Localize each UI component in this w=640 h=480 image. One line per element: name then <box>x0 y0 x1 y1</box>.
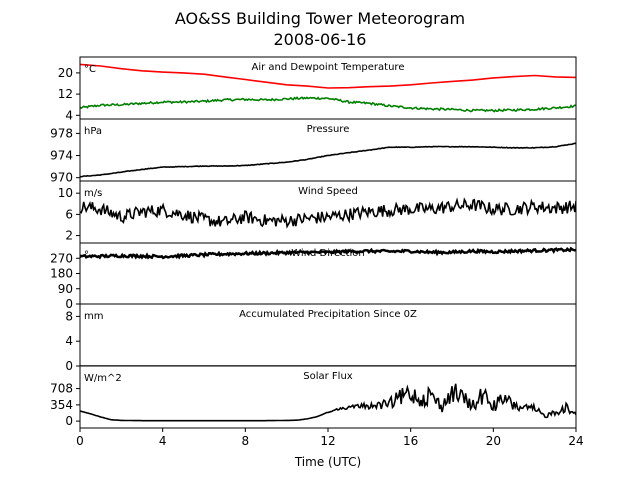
panel-0: 4 12 20 °C Air and Dewpoint Temperature <box>58 56 577 122</box>
y-tick-label-3-3: 270 <box>50 251 73 265</box>
x-tick-label-4: 16 <box>403 434 418 448</box>
x-tick-label-1: 4 <box>159 434 167 448</box>
y-tick-label-4-2: 8 <box>65 309 73 323</box>
panel-title-3: Wind Direction <box>291 248 365 259</box>
panel-unit-1: hPa <box>84 126 102 137</box>
series-line-1-0 <box>80 142 576 178</box>
y-tick-label-3-2: 180 <box>50 267 73 281</box>
y-tick-label-5-1: 354 <box>50 398 73 412</box>
panel-unit-0: °C <box>84 64 96 75</box>
panel-5: 0 354 708 W/m^2 Solar Flux <box>50 365 577 429</box>
y-tick-label-3-0: 0 <box>65 297 73 311</box>
y-tick-label-1-1: 974 <box>50 149 73 163</box>
x-tick-label-5: 20 <box>486 434 501 448</box>
x-tick-label-6: 24 <box>568 434 583 448</box>
x-tick-label-0: 0 <box>76 434 84 448</box>
panel-title-2: Wind Speed <box>298 186 358 197</box>
series-line-0-0 <box>80 63 576 89</box>
panel-2: 2 6 10 m/s Wind Speed <box>58 180 577 244</box>
panel-unit-4: mm <box>84 311 103 322</box>
y-tick-label-4-1: 4 <box>65 334 73 348</box>
series-line-5-0 <box>80 383 576 422</box>
panel-title-0: Air and Dewpoint Temperature <box>252 62 405 73</box>
panel-title-4: Accumulated Precipitation Since 0Z <box>239 309 417 320</box>
y-tick-label-1-0: 970 <box>50 171 73 185</box>
y-tick-label-0-2: 20 <box>58 66 73 80</box>
series-line-3-0 <box>80 246 576 260</box>
panel-4: 0 4 8 mm Accumulated Precipitation Since 0Z <box>65 303 577 373</box>
y-tick-label-0-1: 12 <box>58 87 73 101</box>
x-tick-label-3: 12 <box>320 434 335 448</box>
panel-unit-5: W/m^2 <box>84 373 122 384</box>
y-tick-label-1-2: 978 <box>50 126 73 140</box>
y-tick-label-4-0: 0 <box>65 359 73 373</box>
panel-1: 970 974 978 hPa Pressure <box>50 118 577 185</box>
x-tick-label-2: 8 <box>242 434 250 448</box>
chart-title: AO&SS Building Tower Meteorogram <box>175 9 465 28</box>
y-tick-label-2-2: 10 <box>58 186 73 200</box>
x-axis-label: Time (UTC) <box>294 455 361 469</box>
panel-unit-2: m/s <box>84 188 102 199</box>
y-tick-label-2-1: 6 <box>65 207 73 221</box>
y-tick-label-5-0: 0 <box>65 414 73 428</box>
chart-subtitle: 2008-06-16 <box>274 30 367 49</box>
panel-title-1: Pressure <box>307 124 350 135</box>
series-line-2-0 <box>80 197 576 229</box>
series-line-0-1 <box>80 96 576 113</box>
y-tick-label-0-0: 4 <box>65 108 73 122</box>
panel-title-5: Solar Flux <box>303 371 353 382</box>
y-tick-label-3-1: 90 <box>58 282 73 296</box>
y-tick-label-5-2: 708 <box>50 382 73 396</box>
panel-unit-3: ° <box>84 250 89 261</box>
y-tick-label-2-0: 2 <box>65 229 73 243</box>
